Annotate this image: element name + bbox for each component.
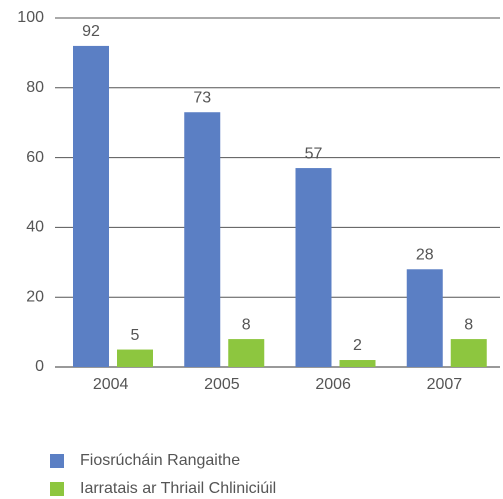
value-label: 2 [353, 337, 362, 354]
value-label: 92 [82, 23, 100, 40]
bar [184, 112, 221, 367]
value-label: 57 [305, 145, 323, 162]
y-tick-label: 20 [26, 288, 44, 305]
x-tick-label: 2007 [427, 376, 463, 393]
legend-label: Fiosrúcháin Rangaithe [80, 452, 240, 469]
y-tick-label: 0 [35, 358, 44, 375]
bar [450, 339, 487, 367]
legend-swatch [50, 454, 64, 468]
value-label: 5 [131, 327, 140, 344]
y-tick-label: 100 [17, 9, 44, 26]
value-label: 73 [193, 89, 211, 106]
x-tick-label: 2004 [93, 376, 129, 393]
y-tick-label: 80 [26, 79, 44, 96]
x-tick-label: 2005 [204, 376, 240, 393]
x-tick-label: 2006 [315, 376, 351, 393]
y-tick-label: 60 [26, 149, 44, 166]
bar [339, 360, 376, 367]
y-tick-label: 40 [26, 219, 44, 236]
bar [117, 349, 153, 367]
bar [228, 339, 265, 367]
value-label: 8 [242, 316, 251, 333]
bar [73, 45, 109, 368]
value-label: 28 [416, 246, 434, 263]
value-label: 8 [464, 316, 473, 333]
bar [295, 168, 332, 367]
legend-label: Iarratais ar Thriail Chliniciúil [80, 480, 276, 497]
legend-swatch [50, 482, 64, 496]
bar [406, 269, 443, 367]
